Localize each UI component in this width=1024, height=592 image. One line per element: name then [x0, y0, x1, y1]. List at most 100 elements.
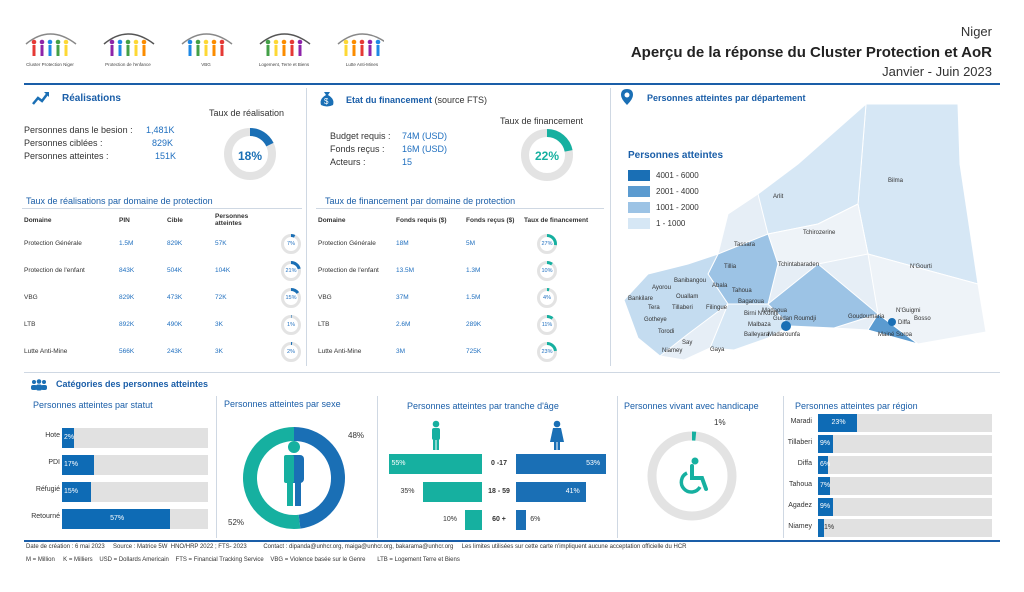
region-bar-bg	[818, 498, 992, 516]
table-row: LTB 2.6M 289K 11%	[316, 311, 606, 338]
age-male-pct: 35%	[400, 488, 415, 495]
financement-summary: Budget requis :74M (USD) Fonds reçus :16…	[330, 130, 447, 169]
region-bar-bg	[818, 456, 992, 474]
map-place-label: Malbaza	[748, 322, 771, 328]
sexe-title: Personnes atteintes par sexe	[224, 399, 341, 409]
funding-donut	[521, 129, 573, 181]
map-legend-title: Personnes atteintes	[628, 150, 724, 161]
svg-text:Logement, Terre et Biens: Logement, Terre et Biens	[259, 62, 310, 67]
wheelchair-icon	[679, 457, 708, 494]
summary-row: Acteurs :15	[330, 157, 413, 167]
legend-label: 2001 - 4000	[656, 186, 699, 196]
realisations-title: Réalisations	[62, 93, 121, 104]
female-pct: 48%	[348, 431, 365, 440]
map-place-label: Bagaroua	[738, 299, 765, 305]
age-female-pct: 53%	[586, 460, 601, 467]
legend-row: 1 - 1000	[628, 215, 723, 231]
map-place-label: Tassara	[734, 242, 756, 248]
legend-swatch	[628, 169, 650, 181]
map-place-label: Diffa	[898, 320, 911, 326]
map-place-label: Ouallam	[676, 294, 698, 300]
map-place-label: Tillaberi	[672, 305, 693, 311]
region-label: Tahoua	[789, 481, 812, 488]
legend-label: 4001 - 6000	[656, 170, 699, 180]
map-place-label: Tera	[648, 305, 660, 311]
table-row: Protection Générale 1.5M 829K 57K 7%	[22, 230, 304, 257]
region-bar-bg	[818, 414, 992, 432]
age-title: Personnes atteintes par tranche d'âge	[407, 401, 559, 411]
svg-text:VBG: VBG	[201, 62, 211, 67]
table-row: Protection de l'enfant 843K 504K 104K 21%	[22, 257, 304, 284]
map-place-label: Tahoua	[732, 288, 752, 294]
summary-row: Personnes ciblées :829K	[24, 138, 174, 148]
map-region	[623, 253, 729, 357]
age-male-pct: 55%	[391, 460, 406, 467]
age-female-pct: 6%	[530, 516, 541, 523]
map-place-label: Mainé Soroa	[878, 332, 913, 338]
pct-donut	[537, 341, 557, 362]
legend-row: 2001 - 4000	[628, 183, 723, 199]
realisation-rate: 18%	[237, 149, 263, 163]
age-bar-female	[516, 454, 607, 474]
financement-title-row: Etat du financement (source FTS)	[346, 95, 488, 105]
age-chart: 55% 0 -17 53% 35% 18 - 59 41% 10% 60 + 6%	[384, 454, 616, 538]
map-place-label: Bilma	[888, 178, 904, 184]
pct-label: 27%	[541, 240, 553, 247]
realisations-summary: Personnes dans le besion :1,481K Personn…	[24, 124, 176, 163]
table-row: LTB 892K 490K 3K 1%	[22, 311, 304, 338]
statut-label: Hote	[45, 432, 60, 439]
age-bar-female	[516, 510, 527, 530]
age-bar-female	[516, 482, 586, 502]
map-place-label: Arlit	[773, 194, 784, 200]
statut-bar: 57%	[62, 509, 171, 529]
funding-rate-label: Taux de financement	[500, 116, 584, 126]
header-divider	[24, 83, 1000, 85]
logo: Logement, Terre et Biens	[259, 33, 311, 67]
statut-bar-bg	[62, 455, 208, 475]
legend-row: 4001 - 6000	[628, 167, 723, 183]
pct-donut	[537, 233, 557, 254]
table-row: VBG 829K 473K 72K 15%	[22, 284, 304, 311]
age-label: 60 +	[492, 516, 506, 523]
realisation-rate-label: Taux de réalisation	[209, 108, 285, 118]
pct-label: 21%	[285, 267, 297, 274]
map-place-label: Filingue	[706, 305, 728, 311]
pct-label: 2%	[287, 348, 295, 355]
statut-bar-bg	[62, 428, 208, 448]
legend-label: 1001 - 2000	[656, 202, 699, 212]
statut-bar-bg	[62, 482, 208, 502]
pct-label: 15%	[285, 294, 297, 301]
pct-donut	[537, 314, 557, 335]
logos-row: Cluster Protection Niger Protection de l'…	[24, 26, 389, 78]
region-label: Diffa	[797, 460, 812, 467]
svg-text:Lutte Anti-Mines: Lutte Anti-Mines	[346, 62, 379, 67]
map-place-label: Torodi	[658, 329, 674, 335]
map-legend: Personnes atteintes 4001 - 6000 2001 - 40…	[628, 150, 723, 231]
map-place-label: Guidan Roumdji	[773, 316, 816, 322]
money-bag-icon: $	[318, 88, 336, 113]
table-row: Protection Générale 18M 5M 27%	[316, 230, 606, 257]
statut-bar: 15%	[62, 482, 91, 502]
table-row: Protection de l'enfant 13.5M 1.3M 10%	[316, 257, 606, 284]
female-figure-icon	[550, 420, 564, 450]
map-place-label: Bankilare	[628, 296, 654, 302]
region-bar: 9%	[818, 498, 834, 516]
region-bar: 6%	[818, 456, 830, 474]
pct-donut	[281, 314, 301, 335]
realisations-table: Domaine PIN Cible Personnes atteintes Pr…	[22, 210, 304, 365]
statut-chart: Hote 2% PDI 17% Réfugié 15% Retourné 57%	[24, 420, 214, 538]
map-place-label: Niamey	[662, 348, 682, 354]
page-title: Aperçu de la réponse du Cluster Protecti…	[630, 44, 992, 61]
svg-text:$: $	[324, 97, 329, 106]
map-place-label: Madaoua	[762, 308, 788, 314]
region-title: Personnes atteintes par région	[795, 401, 918, 411]
svg-text:Cluster Protection Niger: Cluster Protection Niger	[26, 62, 74, 67]
pct-label: 11%	[541, 321, 553, 328]
map-place-label: Birni N'Konni	[744, 311, 779, 317]
legend-label: 1 - 1000	[656, 218, 686, 228]
region-bar: 7%	[818, 477, 830, 495]
pct-label: 7%	[287, 240, 295, 247]
table-row: Lutte Anti-Mine 566K 243K 3K 2%	[22, 338, 304, 365]
map-place-label: Tillia	[724, 264, 737, 270]
realisations-table-title: Taux de réalisations par domaine de prot…	[26, 196, 213, 206]
